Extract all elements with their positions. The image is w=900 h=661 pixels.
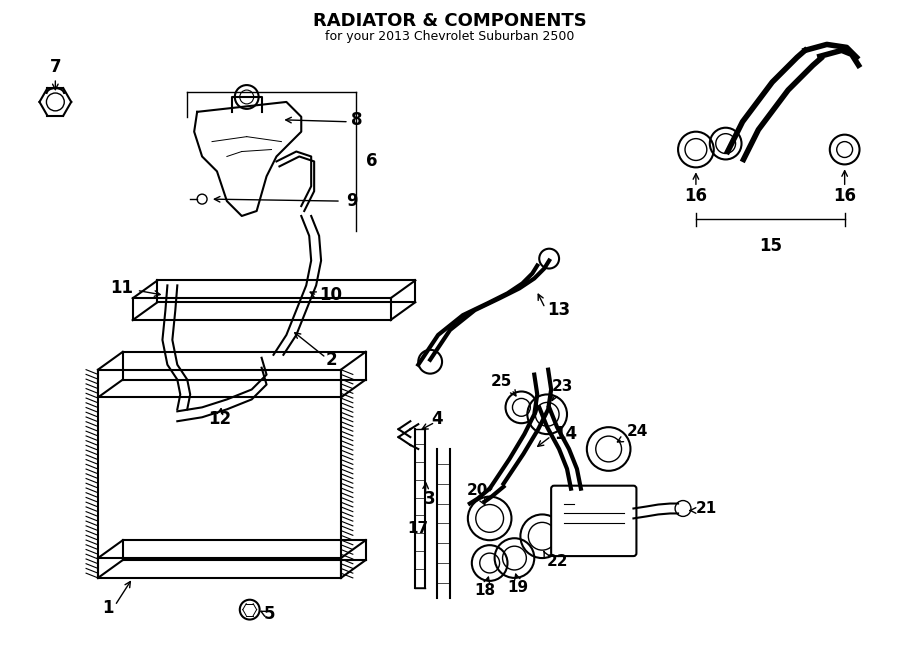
Text: 13: 13 <box>547 301 571 319</box>
Text: 2: 2 <box>325 351 337 369</box>
Text: 24: 24 <box>626 424 648 439</box>
Text: 5: 5 <box>264 605 275 623</box>
Text: 18: 18 <box>474 583 495 598</box>
Text: 21: 21 <box>696 501 717 516</box>
Text: RADIATOR & COMPONENTS: RADIATOR & COMPONENTS <box>313 12 587 30</box>
Text: 20: 20 <box>467 483 489 498</box>
Text: 22: 22 <box>547 553 569 568</box>
Text: 23: 23 <box>552 379 572 394</box>
FancyBboxPatch shape <box>551 486 636 556</box>
Text: 10: 10 <box>320 286 342 304</box>
Text: 15: 15 <box>759 237 782 254</box>
Text: 6: 6 <box>365 153 377 171</box>
Text: 16: 16 <box>833 187 856 205</box>
Text: 19: 19 <box>507 580 528 596</box>
Text: 17: 17 <box>407 521 428 536</box>
Text: 7: 7 <box>50 58 61 76</box>
Text: 11: 11 <box>110 280 132 297</box>
Text: 9: 9 <box>346 192 357 210</box>
Text: 14: 14 <box>554 425 577 443</box>
Text: 16: 16 <box>684 187 707 205</box>
Text: 4: 4 <box>431 410 443 428</box>
Text: 25: 25 <box>491 374 512 389</box>
Text: 12: 12 <box>209 410 231 428</box>
Text: 8: 8 <box>351 111 363 129</box>
Text: 3: 3 <box>425 490 436 508</box>
Text: for your 2013 Chevrolet Suburban 2500: for your 2013 Chevrolet Suburban 2500 <box>325 30 575 43</box>
Text: 1: 1 <box>102 599 113 617</box>
